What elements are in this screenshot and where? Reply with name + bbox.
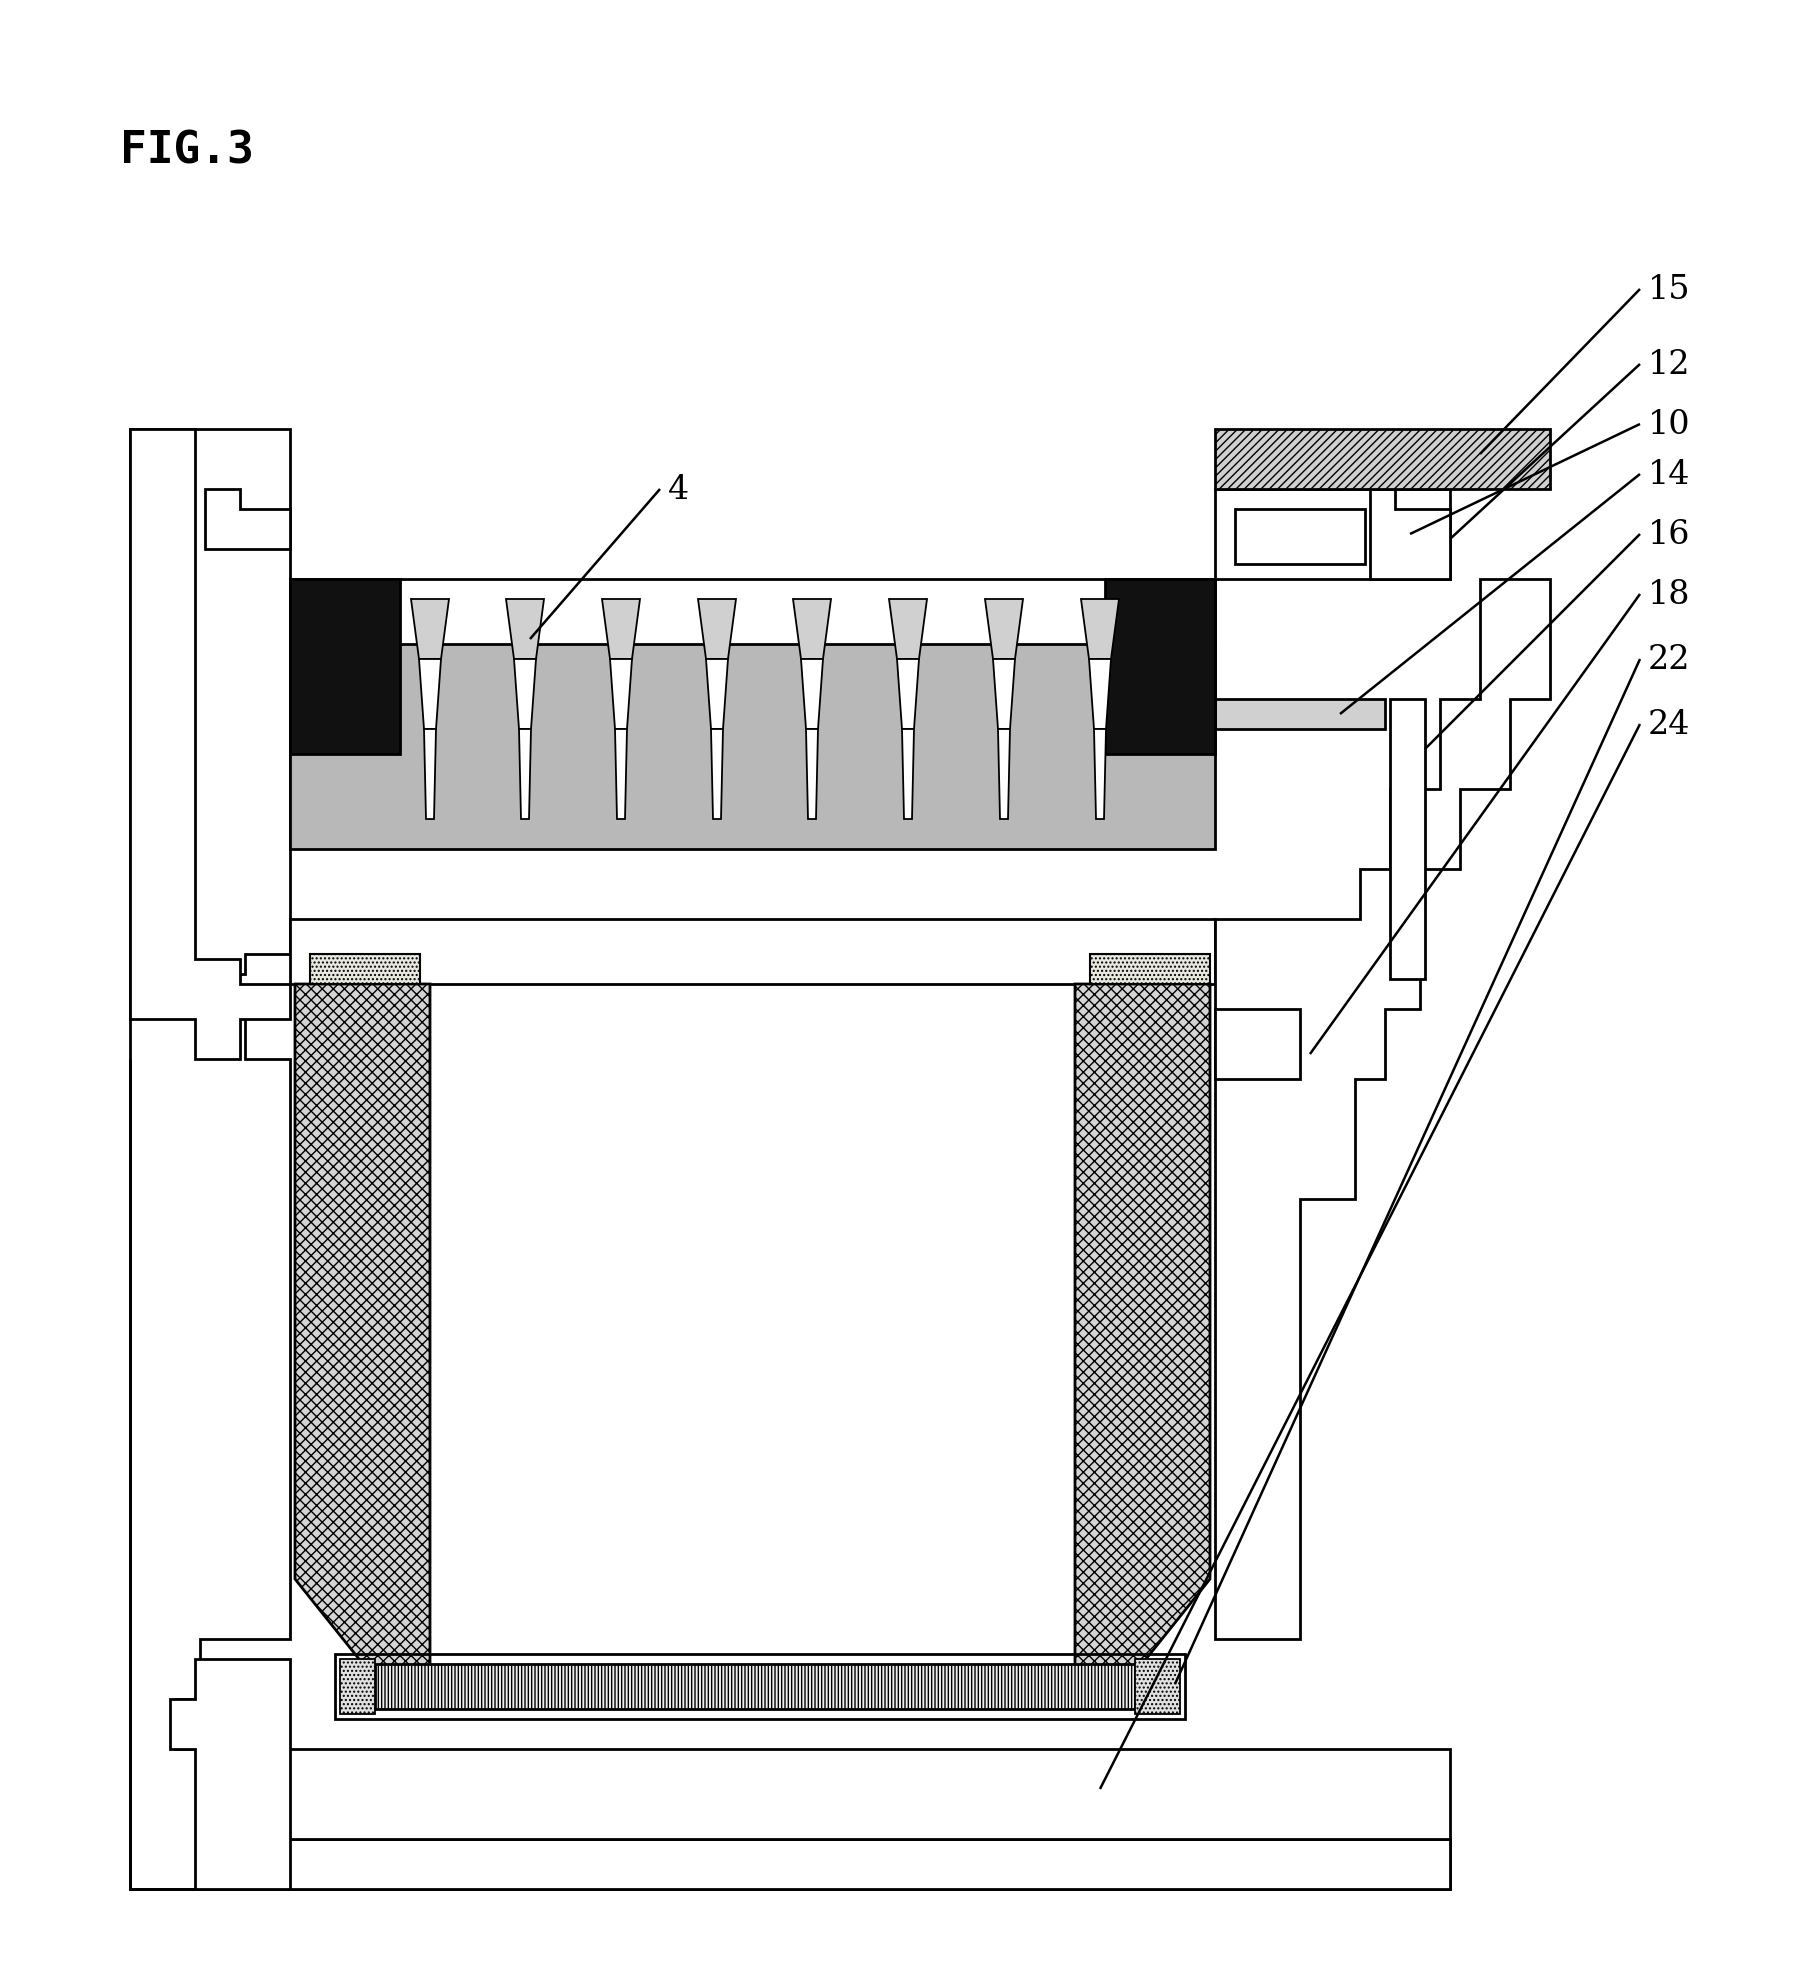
- Polygon shape: [984, 601, 1022, 660]
- Bar: [290, 640, 1215, 850]
- Polygon shape: [698, 601, 736, 660]
- Bar: [1105, 579, 1215, 755]
- Polygon shape: [993, 660, 1015, 729]
- Polygon shape: [424, 729, 436, 821]
- Polygon shape: [1215, 579, 1551, 1639]
- Polygon shape: [609, 660, 633, 729]
- Polygon shape: [1215, 1009, 1300, 1080]
- Text: 15: 15: [1648, 274, 1691, 305]
- Polygon shape: [1089, 660, 1111, 729]
- Polygon shape: [206, 490, 290, 549]
- Bar: [310, 955, 420, 985]
- Text: 12: 12: [1648, 349, 1691, 381]
- Polygon shape: [1370, 490, 1450, 579]
- Polygon shape: [889, 601, 927, 660]
- Bar: [341, 1659, 375, 1714]
- Polygon shape: [200, 1750, 1450, 1839]
- Text: 14: 14: [1648, 458, 1691, 492]
- Text: 22: 22: [1648, 644, 1691, 676]
- Polygon shape: [615, 729, 627, 821]
- Polygon shape: [898, 660, 920, 729]
- Bar: [1215, 490, 1450, 579]
- Bar: [1390, 700, 1424, 979]
- Bar: [290, 579, 1215, 644]
- Polygon shape: [296, 985, 429, 1679]
- Polygon shape: [418, 660, 442, 729]
- Polygon shape: [519, 729, 532, 821]
- Bar: [1235, 509, 1365, 565]
- Polygon shape: [507, 601, 545, 660]
- Polygon shape: [130, 430, 290, 1889]
- Polygon shape: [801, 660, 822, 729]
- Polygon shape: [1215, 430, 1551, 490]
- Polygon shape: [999, 729, 1010, 821]
- Polygon shape: [707, 660, 728, 729]
- Bar: [290, 920, 1215, 985]
- Polygon shape: [806, 729, 819, 821]
- Polygon shape: [902, 729, 914, 821]
- Polygon shape: [200, 1839, 1450, 1889]
- Polygon shape: [130, 1060, 290, 1889]
- Polygon shape: [793, 601, 831, 660]
- Text: 18: 18: [1648, 579, 1691, 610]
- Text: FIG.3: FIG.3: [121, 131, 254, 172]
- Polygon shape: [200, 1839, 1450, 1889]
- Bar: [1091, 955, 1210, 985]
- Polygon shape: [130, 430, 290, 1060]
- Bar: [1136, 1659, 1179, 1714]
- Polygon shape: [514, 660, 535, 729]
- Bar: [290, 579, 400, 755]
- Bar: [1215, 700, 1385, 729]
- Polygon shape: [200, 1750, 279, 1839]
- Bar: [375, 1665, 1136, 1708]
- Text: 16: 16: [1648, 519, 1691, 551]
- Text: 10: 10: [1648, 408, 1691, 440]
- Polygon shape: [1075, 985, 1210, 1679]
- Polygon shape: [1094, 729, 1105, 821]
- Text: 4: 4: [667, 474, 689, 505]
- Text: 24: 24: [1648, 710, 1691, 741]
- Polygon shape: [1082, 601, 1120, 660]
- Polygon shape: [710, 729, 723, 821]
- Polygon shape: [411, 601, 449, 660]
- Polygon shape: [602, 601, 640, 660]
